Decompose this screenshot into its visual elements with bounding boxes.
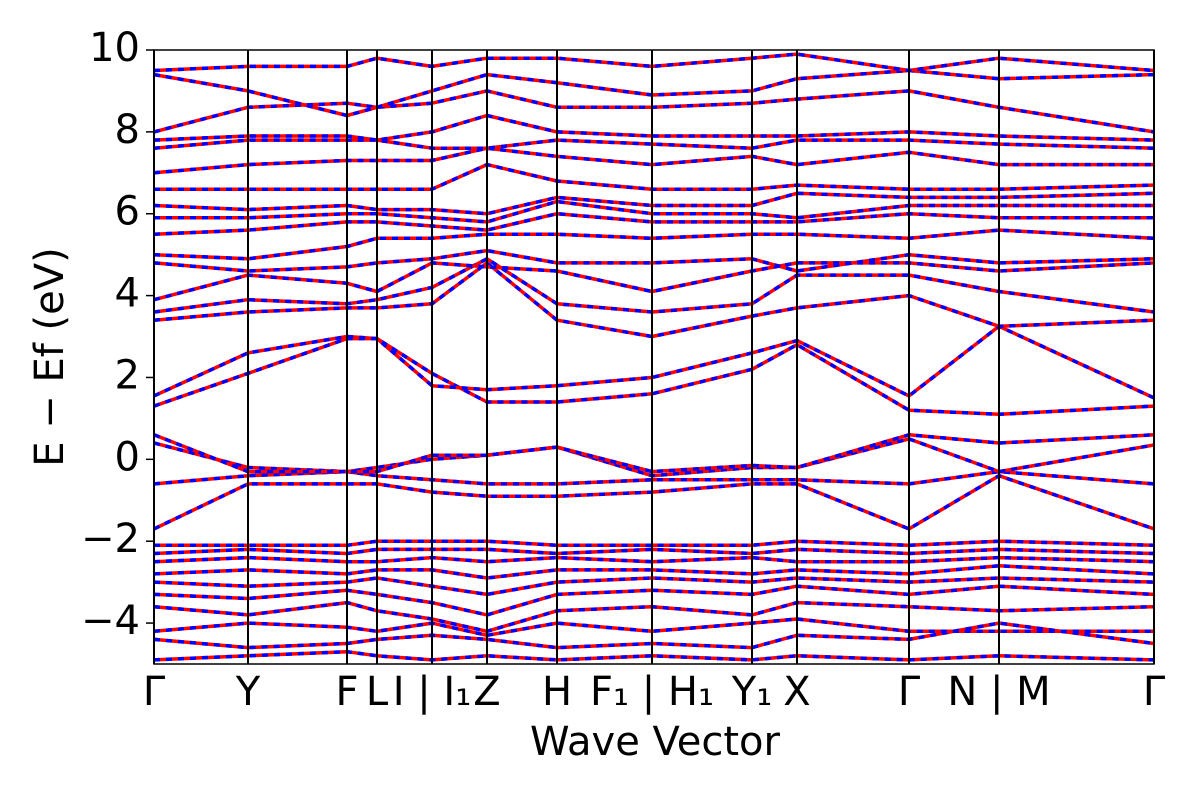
y-axis-label: E − Ef (eV) — [27, 247, 73, 466]
band-line — [154, 162, 1154, 191]
x-tick-label: X — [783, 669, 810, 715]
band-line — [154, 433, 1154, 474]
y-tick-label: 4 — [115, 271, 140, 317]
band-dash — [154, 433, 1154, 474]
y-tick-label: −4 — [81, 598, 140, 644]
band-dash — [154, 162, 1154, 191]
x-tick-label: Y₁ — [731, 669, 772, 715]
y-tick-label: −2 — [81, 516, 140, 562]
band-dash — [154, 228, 1154, 261]
y-tick-label: 10 — [89, 25, 140, 71]
y-tick-label: 6 — [115, 189, 140, 235]
band-line — [154, 89, 1154, 134]
bands — [154, 52, 1154, 662]
x-tick-label: Y — [235, 669, 261, 715]
band-line — [154, 261, 1154, 339]
x-tick-label: H — [542, 669, 572, 715]
x-tick-label: F₁ | H₁ — [590, 669, 714, 715]
y-tick-label: 2 — [115, 352, 140, 398]
y-tick-label: 8 — [115, 107, 140, 153]
x-tick-label: F — [335, 669, 358, 715]
band-dash — [154, 191, 1154, 216]
band-dash — [154, 257, 1154, 314]
x-tick-label: Γ — [143, 669, 166, 715]
band-dash — [154, 146, 1154, 175]
band-line — [154, 547, 1154, 556]
x-tick-label: I | I₁ — [393, 669, 472, 715]
x-tick-label: N | M — [947, 669, 1050, 715]
x-tick-label: Γ — [898, 669, 921, 715]
x-tick-label: Z — [473, 669, 500, 715]
band-line — [154, 228, 1154, 261]
x-tick-label: L — [366, 669, 389, 715]
y-tick-label: 0 — [115, 434, 140, 480]
band-line — [154, 555, 1154, 564]
band-line — [154, 649, 1154, 662]
band-line — [154, 146, 1154, 175]
x-axis-label: Wave Vector — [530, 719, 781, 765]
band-line — [154, 248, 1154, 273]
band-dash — [154, 473, 1154, 531]
x-tick-label: Γ — [1143, 669, 1166, 715]
band-line — [154, 52, 1154, 73]
band-line — [154, 257, 1154, 314]
band-dash — [154, 89, 1154, 134]
